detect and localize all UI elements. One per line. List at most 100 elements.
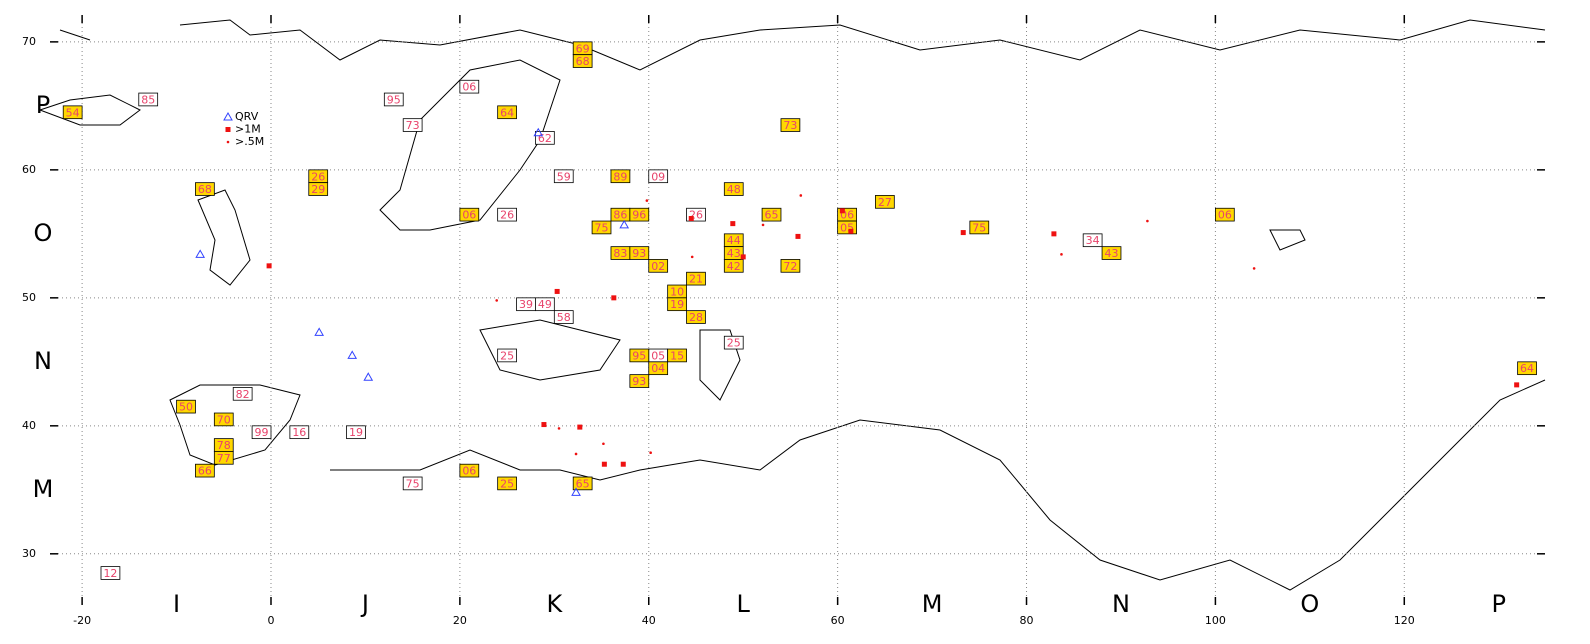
square-box xyxy=(667,348,687,363)
x-tick-label: 20 xyxy=(453,614,467,627)
square-box xyxy=(195,463,215,478)
square-label: 09 xyxy=(651,170,665,183)
square-box xyxy=(1215,207,1235,222)
square-label: 68 xyxy=(576,55,590,68)
spot-small xyxy=(649,451,652,455)
grid-square: 26 xyxy=(308,169,329,183)
grid-square: 73 xyxy=(780,118,801,132)
spot-small xyxy=(690,255,694,259)
square-label: 26 xyxy=(311,170,325,183)
field-letter: N xyxy=(1112,590,1130,618)
grid-square: 48 xyxy=(723,182,744,196)
y-tick-label: 50 xyxy=(22,291,36,304)
grid-square: 04 xyxy=(648,361,669,375)
grid-square: 68 xyxy=(195,182,215,196)
field-letter: J xyxy=(360,590,369,618)
spot-small xyxy=(1060,253,1063,256)
square-box xyxy=(629,207,650,222)
square-box xyxy=(251,425,272,440)
square-label: 16 xyxy=(292,426,306,439)
spot-large xyxy=(688,215,694,221)
qrv-marker xyxy=(363,372,374,381)
square-label: 75 xyxy=(595,221,609,234)
square-box xyxy=(875,195,895,209)
field-letter: L xyxy=(737,590,751,618)
square-label: 64 xyxy=(500,106,514,119)
square-label: 85 xyxy=(141,93,155,106)
square-box xyxy=(535,131,555,145)
field-letter: K xyxy=(546,590,563,618)
square-box xyxy=(686,310,706,324)
square-label: 28 xyxy=(689,311,703,324)
square-label: 21 xyxy=(689,273,703,286)
square-label: 99 xyxy=(255,426,269,439)
square-box xyxy=(761,207,782,222)
grid-square: 64 xyxy=(497,105,517,119)
field-letter: P xyxy=(1491,590,1505,618)
spot-large xyxy=(740,254,746,260)
spot-large xyxy=(620,461,626,467)
qrv-marker xyxy=(571,487,581,496)
square-label: 95 xyxy=(632,349,646,362)
grid-square: 19 xyxy=(667,297,687,312)
grid-square: 93 xyxy=(629,374,650,388)
square-box xyxy=(780,118,801,132)
grid-square: 69 xyxy=(572,41,593,55)
x-tick-label: 80 xyxy=(1020,614,1034,627)
square-label: 34 xyxy=(1086,234,1100,247)
grid-square: 12 xyxy=(100,566,121,580)
spot-large xyxy=(848,228,854,234)
y-tick-label: 30 xyxy=(22,547,36,560)
square-box xyxy=(62,105,83,120)
grid-square: 49 xyxy=(535,297,555,311)
grid-square: 59 xyxy=(553,169,574,184)
square-label: 19 xyxy=(670,298,684,311)
grid-square: 99 xyxy=(251,425,272,440)
square-label: 54 xyxy=(66,106,80,119)
field-letter: O xyxy=(34,219,53,247)
square-box xyxy=(629,246,650,260)
grid-square: 75 xyxy=(969,220,990,234)
square-box xyxy=(176,399,196,414)
square-box xyxy=(100,566,121,580)
square-label: 49 xyxy=(538,298,552,311)
square-label: 77 xyxy=(217,452,231,465)
square-label: 58 xyxy=(557,311,571,324)
grid-square: 15 xyxy=(667,348,687,363)
square-box xyxy=(648,169,669,184)
square-box xyxy=(497,476,517,491)
square-label: 43 xyxy=(1105,247,1119,260)
square-label: 66 xyxy=(198,465,212,478)
spot-small xyxy=(557,427,561,430)
spot-small xyxy=(602,442,605,446)
qrv-marker xyxy=(347,350,358,359)
square-box xyxy=(553,169,574,184)
spot-small xyxy=(1252,267,1256,270)
y-tick-label: 40 xyxy=(22,419,36,432)
field-letter: O xyxy=(1300,590,1319,618)
grid-square: 06 xyxy=(459,207,480,222)
square-label: 95 xyxy=(387,93,401,106)
spot-large xyxy=(1051,231,1057,237)
coastlines xyxy=(38,19,1546,591)
square-box xyxy=(232,387,253,401)
square-box xyxy=(213,451,234,465)
spot-small xyxy=(574,452,578,456)
square-label: 26 xyxy=(500,209,514,222)
legend-marker xyxy=(225,127,231,132)
square-label: 62 xyxy=(538,132,552,145)
grid-square: 54 xyxy=(62,105,83,120)
square-box xyxy=(572,54,593,68)
grid-square: 25 xyxy=(723,335,744,350)
square-label: 06 xyxy=(462,209,476,222)
square-box xyxy=(553,310,574,324)
y-tick-label: 70 xyxy=(22,35,36,48)
grid-square: 68 xyxy=(572,54,593,68)
spot-large xyxy=(960,230,966,236)
legend-label: >.5M xyxy=(235,135,264,148)
grid-square: 19 xyxy=(346,425,366,439)
square-box xyxy=(667,297,687,312)
legend-marker xyxy=(226,140,230,144)
x-tick-label: 100 xyxy=(1205,614,1226,627)
